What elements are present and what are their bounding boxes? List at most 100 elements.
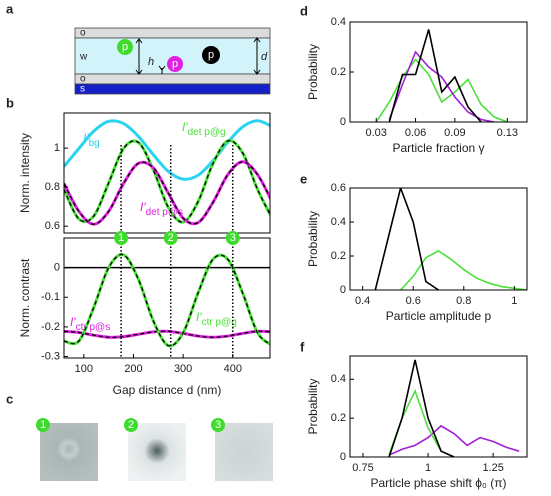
panel-letter: f bbox=[300, 339, 305, 354]
y-tick-label: 0.4 bbox=[331, 16, 346, 28]
panel-letter: e bbox=[300, 171, 307, 186]
series-line bbox=[64, 119, 270, 181]
series-line bbox=[388, 29, 482, 122]
y-tick-label: 0 bbox=[340, 451, 346, 463]
series-line bbox=[388, 50, 495, 122]
x-tick-label: 0.6 bbox=[406, 295, 421, 307]
h-label: h bbox=[148, 56, 154, 68]
layer-label: s bbox=[80, 84, 85, 95]
layer-oxide bbox=[74, 27, 271, 39]
series-label: I′det p@s bbox=[140, 200, 183, 217]
series-subscript: ctr p@s bbox=[76, 322, 111, 333]
layer-label: o bbox=[80, 74, 86, 85]
x-tick-label: 0.03 bbox=[366, 127, 387, 139]
x-tick-label: 0.8 bbox=[456, 295, 471, 307]
image-marker-label: 1 bbox=[40, 419, 46, 431]
y-axis-label: Norm. intensity bbox=[18, 133, 32, 213]
x-tick-label: 400 bbox=[224, 363, 242, 375]
y-tick-label: 0.6 bbox=[45, 220, 60, 232]
series-label: I′ctr p@g bbox=[196, 310, 237, 327]
y-tick-label: 0.2 bbox=[331, 250, 346, 262]
image bbox=[215, 423, 273, 481]
particle bbox=[167, 56, 183, 72]
particle-label: p bbox=[122, 41, 128, 53]
panel-letter: b bbox=[6, 95, 14, 110]
y-tick-label: 0.2 bbox=[331, 66, 346, 78]
y-tick-label: 0.8 bbox=[45, 181, 60, 193]
image-marker bbox=[211, 418, 225, 432]
x-tick-label: 0.75 bbox=[352, 462, 373, 474]
marker-badge bbox=[163, 231, 178, 245]
series-subscript: det p@s bbox=[146, 207, 183, 218]
series-subscript: bg bbox=[89, 138, 100, 149]
y-tick-label: 0.4 bbox=[331, 373, 346, 385]
series-subscript: det p@g bbox=[188, 127, 226, 138]
panel-letter: c bbox=[6, 391, 13, 406]
x-tick-label: 1 bbox=[511, 295, 517, 307]
x-axis-label: Particle fraction γ bbox=[392, 141, 484, 155]
y-axis-label: Norm. contrast bbox=[18, 258, 32, 337]
layer-oxide bbox=[74, 73, 271, 85]
particle bbox=[202, 46, 220, 64]
d-arrow bbox=[253, 37, 261, 75]
series-line bbox=[388, 388, 455, 457]
x-tick-label: 300 bbox=[174, 363, 192, 375]
plot-frame bbox=[349, 187, 528, 291]
series-fit bbox=[64, 161, 270, 225]
marker-label: 2 bbox=[168, 232, 174, 244]
layer-label: w bbox=[79, 52, 88, 63]
series-fit bbox=[64, 139, 270, 223]
schematic: o w o s p p p h d bbox=[74, 27, 271, 95]
y-tick-label: -0.1 bbox=[41, 291, 60, 303]
image-marker-label: 3 bbox=[215, 419, 221, 431]
y-tick-label: 1 bbox=[54, 142, 60, 154]
x-tick-label: 1 bbox=[425, 462, 431, 474]
series-line bbox=[399, 249, 527, 290]
h-tick bbox=[158, 65, 166, 74]
series-label: I′det p@g bbox=[182, 120, 226, 137]
x-tick-label: 0.06 bbox=[405, 127, 426, 139]
y-axis-label: Probability bbox=[306, 211, 320, 267]
y-tick-label: -0.2 bbox=[41, 321, 60, 333]
x-axis-label: Particle phase shift ϕ₀ (π) bbox=[370, 476, 506, 490]
series-name: I′ bbox=[70, 315, 76, 329]
h-arrow bbox=[135, 38, 143, 75]
y-tick-label: 0.6 bbox=[331, 182, 346, 194]
marker-label: 1 bbox=[118, 232, 124, 244]
x-tick-label: 100 bbox=[75, 363, 93, 375]
x-axis-label: Particle amplitude p bbox=[386, 309, 492, 323]
marker-badge bbox=[225, 231, 240, 245]
y-axis-label: Probability bbox=[306, 44, 320, 100]
panel-letter: a bbox=[6, 1, 14, 16]
d-label: d bbox=[261, 51, 268, 63]
series-name: I′ bbox=[196, 310, 202, 324]
series-line bbox=[374, 188, 439, 290]
plot-frame bbox=[63, 237, 271, 359]
y-tick-label: 0 bbox=[340, 116, 346, 128]
image-marker bbox=[36, 418, 50, 432]
series-name: I′ bbox=[83, 131, 89, 145]
particle-label: p bbox=[172, 58, 178, 70]
y-tick-label: 0.4 bbox=[331, 216, 346, 228]
x-axis-label: Gap distance d (nm) bbox=[113, 383, 222, 397]
plot-frame bbox=[349, 355, 528, 458]
series-line bbox=[388, 359, 455, 457]
x-tick-label: 200 bbox=[124, 363, 142, 375]
x-tick-label: 0.13 bbox=[497, 127, 518, 139]
layer-substrate bbox=[74, 83, 271, 95]
marker-badge bbox=[114, 231, 129, 245]
x-tick-label: 1.25 bbox=[482, 462, 503, 474]
particle bbox=[117, 39, 133, 55]
particle-label: p bbox=[208, 49, 214, 61]
series-fit bbox=[64, 330, 270, 338]
y-axis-label: Probability bbox=[306, 378, 320, 434]
image bbox=[128, 423, 186, 481]
series-name: I′ bbox=[182, 120, 188, 134]
series-line bbox=[375, 58, 508, 122]
layer-label: o bbox=[80, 28, 86, 39]
panel-letter: d bbox=[300, 3, 308, 18]
series-label: I′ctr p@s bbox=[70, 315, 110, 332]
image bbox=[40, 423, 98, 481]
series-name: I′ bbox=[140, 200, 146, 214]
